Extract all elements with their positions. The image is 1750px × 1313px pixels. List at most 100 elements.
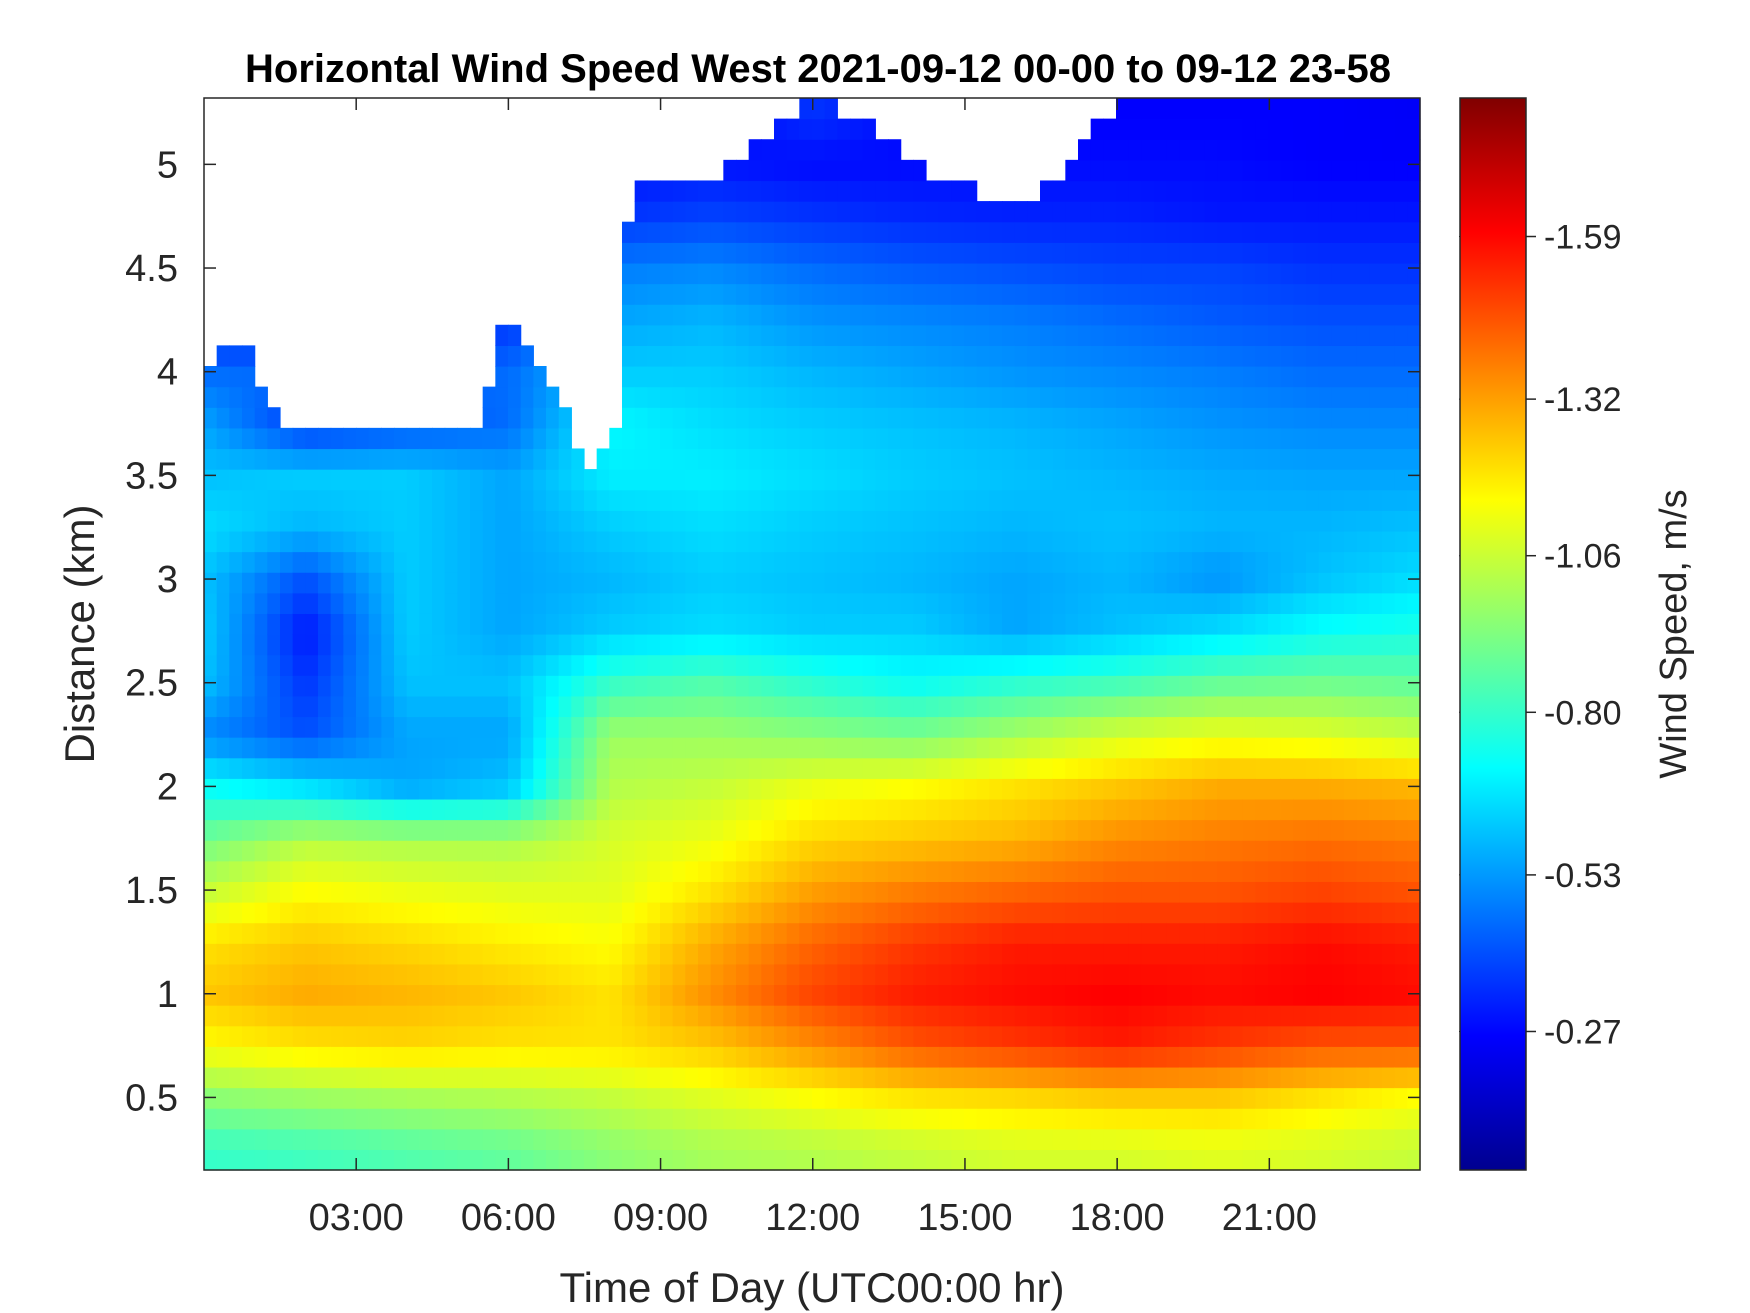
heatmap-cell	[812, 407, 826, 429]
heatmap-cell	[305, 1025, 319, 1047]
heatmap-cell	[736, 922, 750, 944]
heatmap-cell	[571, 572, 585, 594]
heatmap-cell	[900, 757, 914, 779]
heatmap-cell	[1154, 695, 1168, 718]
heatmap-cell	[660, 1005, 674, 1027]
heatmap-cell	[989, 902, 1003, 924]
heatmap-cell	[1407, 695, 1421, 718]
heatmap-cell	[558, 757, 572, 779]
heatmap-cell	[1154, 510, 1168, 532]
heatmap-cell	[1116, 98, 1130, 120]
heatmap-cell	[1344, 572, 1358, 594]
heatmap-cell	[584, 1149, 598, 1171]
heatmap-cell	[1293, 860, 1307, 882]
heatmap-cell	[672, 798, 686, 821]
heatmap-cell	[482, 386, 496, 408]
heatmap-cell	[1078, 180, 1092, 202]
heatmap-cell	[1407, 1005, 1421, 1027]
heatmap-cell	[330, 819, 344, 841]
heatmap-cell	[1166, 386, 1180, 408]
heatmap-cell	[1192, 262, 1206, 285]
heatmap-cell	[951, 221, 965, 243]
heatmap-cell	[356, 427, 370, 450]
heatmap-cell	[1255, 118, 1269, 140]
heatmap-cell	[267, 1128, 281, 1150]
heatmap-cell	[1040, 716, 1054, 738]
heatmap-cell	[875, 1005, 889, 1027]
heatmap-cell	[1217, 778, 1231, 800]
heatmap-cell	[926, 860, 940, 882]
heatmap-cell	[1204, 902, 1218, 924]
heatmap-cell	[1255, 634, 1269, 656]
heatmap-cell	[1154, 1128, 1168, 1150]
heatmap-cell	[1166, 984, 1180, 1006]
heatmap-cell	[748, 778, 762, 800]
heatmap-cell	[406, 695, 420, 718]
heatmap-cell	[698, 221, 712, 243]
heatmap-cell	[1154, 963, 1168, 986]
heatmap-cell	[748, 1108, 762, 1130]
heatmap-cell	[318, 984, 332, 1006]
heatmap-cell	[1103, 1108, 1117, 1130]
heatmap-cell	[1128, 98, 1142, 120]
heatmap-cell	[926, 366, 940, 388]
heatmap-cell	[647, 675, 661, 697]
heatmap-cell	[330, 1046, 344, 1068]
heatmap-cell	[622, 1066, 636, 1089]
heatmap-cell	[888, 1066, 902, 1089]
heatmap-cell	[1154, 592, 1168, 614]
heatmap-cell	[1407, 407, 1421, 429]
heatmap-cell	[318, 592, 332, 614]
heatmap-cell	[723, 407, 737, 429]
heatmap-cell	[976, 469, 990, 491]
heatmap-cell	[1293, 489, 1307, 511]
heatmap-cell	[698, 881, 712, 903]
heatmap-cell	[242, 510, 256, 532]
heatmap-cell	[1078, 922, 1092, 944]
y-tick-label: 2.5	[125, 663, 178, 705]
heatmap-cell	[204, 634, 218, 656]
heatmap-cell	[799, 778, 813, 800]
heatmap-cell	[660, 469, 674, 491]
heatmap-cell	[634, 819, 648, 841]
heatmap-cell	[862, 427, 876, 450]
heatmap-cell	[622, 1005, 636, 1027]
heatmap-cell	[470, 551, 484, 573]
heatmap-cell	[1002, 510, 1016, 532]
heatmap-cell	[1331, 840, 1345, 862]
heatmap-cell	[204, 1066, 218, 1089]
heatmap-cell	[419, 1066, 433, 1089]
heatmap-cell	[1166, 427, 1180, 450]
heatmap-cell	[457, 984, 471, 1006]
heatmap-cell	[1014, 1025, 1028, 1047]
heatmap-cell	[1230, 345, 1244, 367]
heatmap-cell	[508, 448, 522, 470]
heatmap-cell	[1293, 943, 1307, 965]
heatmap-cell	[622, 613, 636, 635]
heatmap-cell	[1306, 1066, 1320, 1089]
heatmap-cell	[710, 469, 724, 491]
heatmap-cell	[1090, 139, 1104, 161]
heatmap-cell	[837, 819, 851, 841]
heatmap-cell	[1166, 530, 1180, 553]
heatmap-cell	[1090, 469, 1104, 491]
heatmap-cell	[267, 654, 281, 676]
heatmap-cell	[432, 551, 446, 573]
heatmap-cell	[1065, 180, 1079, 202]
heatmap-cell	[1192, 324, 1206, 346]
heatmap-cell	[267, 1108, 281, 1130]
heatmap-cell	[1242, 551, 1256, 573]
heatmap-cell	[1344, 654, 1358, 676]
heatmap-cell	[875, 386, 889, 408]
heatmap-cell	[1040, 530, 1054, 553]
heatmap-cell	[596, 510, 610, 532]
x-tick-label: 18:00	[1070, 1197, 1165, 1239]
heatmap-cell	[242, 819, 256, 841]
heatmap-cell	[457, 1087, 471, 1109]
heatmap-cell	[1407, 324, 1421, 346]
heatmap-cell	[1280, 1087, 1294, 1109]
heatmap-cell	[951, 572, 965, 594]
heatmap-cell	[1204, 695, 1218, 718]
heatmap-cell	[824, 716, 838, 738]
heatmap-cell	[546, 407, 560, 429]
